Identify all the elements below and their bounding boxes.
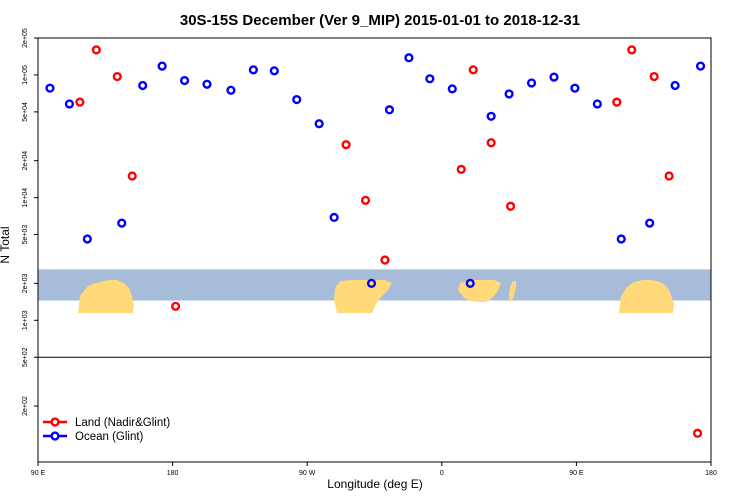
legend-land-marker — [50, 417, 60, 427]
x-tick-label: 180 — [705, 470, 717, 477]
land-point — [127, 171, 137, 181]
y-tick-label: 2e+03 — [22, 273, 29, 293]
ocean-point — [526, 78, 537, 88]
legend: Land (Nadir&Glint) Ocean (Glint) — [43, 417, 170, 443]
land-point — [456, 164, 466, 174]
ocean-point — [447, 84, 457, 94]
south-america-shape — [334, 280, 392, 313]
x-axis: 90 E 180 90 W 0 90 E 180 — [31, 462, 717, 477]
land-point — [612, 97, 622, 107]
y-tick-label: 1e+05 — [22, 65, 29, 85]
ocean-point — [248, 65, 258, 75]
ocean-point — [314, 119, 324, 129]
australia-shape — [78, 280, 134, 313]
legend-ocean-marker — [50, 431, 60, 441]
land-point — [627, 45, 637, 55]
x-tick-label: 0 — [440, 470, 444, 477]
y-tick-label: 5e+04 — [22, 102, 29, 122]
land-point — [75, 97, 85, 107]
plot-border — [37, 37, 712, 463]
ocean-point — [45, 83, 55, 93]
ocean-point — [292, 94, 302, 105]
ocean-point — [179, 75, 190, 86]
x-axis-title: Longitude (deg E) — [327, 477, 422, 491]
land-point — [649, 71, 659, 82]
ocean-point — [645, 218, 655, 228]
ocean-point — [157, 61, 167, 71]
y-tick-label: 2e+04 — [22, 151, 29, 171]
land-point — [341, 140, 351, 150]
x-tick-label: 90 E — [569, 470, 584, 477]
ocean-point — [404, 53, 414, 63]
ocean-point — [269, 66, 279, 76]
land-point — [170, 301, 181, 311]
ocean-point — [616, 234, 626, 244]
ocean-point — [202, 79, 212, 89]
ocean-point — [570, 83, 580, 93]
x-tick-label: 90 W — [299, 470, 316, 477]
x-tick-label: 180 — [167, 470, 179, 477]
y-tick-label: 1e+03 — [22, 310, 29, 330]
y-tick-label: 2e+05 — [22, 28, 29, 48]
land-point — [380, 255, 390, 265]
y-tick-label: 2e+02 — [22, 396, 29, 416]
ocean-point — [64, 99, 75, 109]
ocean-point — [226, 85, 236, 95]
plot-frame — [37, 37, 712, 463]
y-axis-title: N Total — [0, 226, 12, 263]
ocean-point — [384, 105, 395, 115]
data-points — [45, 45, 706, 438]
ocean-point — [138, 80, 148, 91]
chart-title: 30S-15S December (Ver 9_MIP) 2015-01-01 … — [180, 12, 580, 29]
ocean-point — [82, 234, 92, 244]
australia-repeat-shape — [619, 280, 674, 313]
x-tick-label: 90 E — [31, 470, 46, 477]
y-tick-label: 1e+04 — [22, 188, 29, 208]
land-point — [664, 171, 674, 181]
land-point — [692, 428, 703, 438]
ocean-point — [549, 72, 559, 82]
legend-ocean-label: Ocean (Glint) — [75, 431, 144, 443]
madagascar-shape — [509, 281, 516, 302]
land-point — [112, 71, 122, 82]
ocean-point — [425, 74, 435, 84]
ocean-point — [695, 61, 706, 71]
y-axis: 2e+05 1e+05 5e+04 2e+04 1e+04 5e+03 2e+03 1e+03… — [22, 28, 38, 416]
land-point — [468, 65, 478, 75]
ocean-point — [486, 111, 496, 121]
ocean-point — [117, 218, 127, 228]
land-point — [91, 45, 101, 55]
y-tick-label: 5e+03 — [22, 225, 29, 245]
land-point — [486, 138, 496, 148]
world-map-band — [38, 269, 711, 313]
ocean-point — [592, 99, 602, 109]
land-point — [505, 201, 516, 211]
ocean-point — [465, 278, 475, 288]
ocean-point — [504, 89, 514, 99]
land-point — [360, 195, 371, 205]
ocean-point — [670, 80, 680, 91]
y-tick-label: 5e+02 — [22, 347, 29, 367]
ocean-point — [366, 278, 377, 288]
ocean-point — [329, 212, 339, 222]
legend-land-label: Land (Nadir&Glint) — [75, 417, 170, 429]
